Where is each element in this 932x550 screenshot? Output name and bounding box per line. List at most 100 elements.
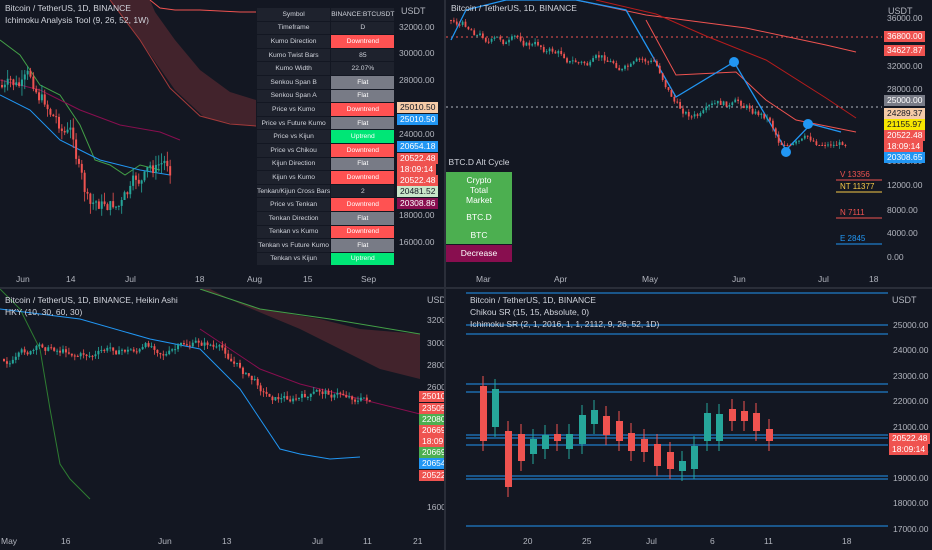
chart-pane-bottom-left[interactable]: Bitcoin / TetherUS, 1D, BINANCE, Heikin …	[0, 289, 444, 550]
candle-body	[763, 113, 766, 119]
candle-body	[824, 145, 826, 146]
candle-body	[121, 349, 123, 351]
candle-body	[502, 39, 505, 45]
candle-body	[149, 165, 152, 168]
row-label: Kumo Width	[255, 61, 332, 76]
candle-body	[49, 109, 52, 115]
time-tick-label: Jul	[125, 274, 136, 284]
tenkan-line	[0, 79, 181, 141]
candle-body	[699, 113, 702, 116]
candle-body	[635, 58, 638, 62]
candle-body	[580, 61, 583, 63]
level-label: E 2845	[840, 234, 866, 243]
time-tick-label: Jul	[646, 536, 657, 546]
candle-body	[333, 394, 336, 398]
candle-body	[545, 51, 548, 53]
candle-body	[685, 111, 687, 114]
candle-body	[79, 353, 82, 357]
price-label: 20522.48	[884, 130, 926, 141]
candle-body	[690, 116, 693, 118]
candle-body	[653, 60, 655, 62]
candle-body	[55, 116, 58, 118]
time-tick-label: 18	[195, 274, 205, 284]
candle-body	[725, 101, 728, 107]
candle-body	[236, 362, 239, 364]
price-tick-label: 18000.00	[893, 498, 929, 508]
row-value: Flat	[330, 74, 396, 90]
candle-body	[227, 353, 230, 359]
candle-body	[525, 42, 528, 46]
kijun-line	[0, 94, 171, 176]
candle-body	[15, 82, 18, 86]
row-label: Price vs Kumo	[255, 102, 332, 117]
price-tick-label: 23000.00	[893, 371, 929, 381]
candle-body	[351, 396, 354, 400]
chart-pane-top-left[interactable]: Bitcoin / TetherUS, 1D, BINANCE Ichimoku…	[0, 0, 444, 287]
candle-body	[23, 349, 26, 353]
time-tick-label: Jun	[732, 274, 746, 284]
price-label: 25010.50	[397, 102, 439, 113]
candle-body	[209, 344, 212, 346]
candle-body	[38, 92, 41, 101]
candle-body	[146, 167, 149, 172]
price-label: 21155.97	[884, 119, 925, 130]
candle-body	[519, 36, 522, 41]
candle-body	[656, 61, 658, 66]
price-axis-bg	[888, 289, 932, 550]
axis-currency[interactable]: USDT	[892, 295, 917, 305]
price-label: 20522.48	[397, 153, 439, 164]
table-row: Kijun vs Kumo Downtrend	[255, 170, 396, 185]
price-tick-label: 32000.00	[887, 61, 923, 71]
candle-body	[241, 367, 244, 374]
candle-body	[163, 160, 166, 164]
candle-body	[47, 347, 50, 351]
candle-body	[300, 393, 303, 398]
indicator-title-ichimoku[interactable]: Ichimoku SR (2, 1, 2016, 1, 1, 2112, 9, …	[470, 319, 660, 329]
candle-body	[606, 60, 609, 62]
chart-pane-top-right[interactable]: Bitcoin / TetherUS, 1D, BINANCE USDT 360…	[446, 0, 932, 287]
candle-body	[786, 145, 789, 146]
price-tick-label: 28000.00	[887, 84, 923, 94]
chart-pane-bottom-right[interactable]: Bitcoin / TetherUS, 1D, BINANCE Chikou S…	[446, 289, 932, 550]
level-label: N 7111	[840, 208, 865, 217]
candle-body	[265, 391, 268, 394]
candle-body	[809, 136, 812, 141]
kumo-cloud	[110, 0, 256, 126]
price-chart-canvas[interactable]	[0, 289, 444, 550]
candle-body	[35, 88, 38, 93]
candle-body	[215, 346, 218, 348]
price-tick-label: 26000.00	[427, 382, 444, 392]
candle-body	[609, 61, 612, 63]
candle-body	[745, 105, 748, 109]
candle-body	[470, 29, 473, 31]
candle-body	[766, 429, 773, 441]
horizontal-divider[interactable]	[0, 287, 932, 289]
axis-currency[interactable]: USDT	[401, 6, 426, 16]
candle-body	[704, 413, 711, 441]
candle-body	[75, 139, 78, 159]
indicator-title-chikou[interactable]: Chikou SR (15, 15, Absolute, 0)	[470, 307, 590, 317]
candle-body	[76, 355, 79, 357]
axis-currency[interactable]: USDT	[888, 6, 913, 16]
candle-body	[106, 204, 109, 210]
candle-body	[141, 347, 144, 350]
price-label: 20654.18	[419, 458, 444, 469]
candle-body	[566, 434, 573, 449]
candle-body	[542, 46, 545, 52]
table-row: Price vs Chikou Downtrend	[255, 142, 396, 158]
table-row: Senkou Span A Flat	[255, 88, 396, 104]
row-label: Price vs Tenkan	[255, 197, 332, 212]
table-row: Tenkan vs Kijun Uptrend	[255, 251, 396, 267]
candle-body	[769, 117, 771, 121]
candle-body	[315, 390, 318, 392]
price-chart-canvas[interactable]	[446, 289, 932, 550]
indicator-title[interactable]: HKY (10, 30, 60, 30)	[5, 307, 83, 317]
price-label: 22080.03	[419, 414, 444, 425]
indicator-title[interactable]: Ichimoku Analysis Tool (9, 26, 52, 1W)	[5, 15, 149, 25]
price-chart-canvas[interactable]	[446, 0, 932, 287]
axis-currency[interactable]: USDT	[427, 295, 444, 305]
candle-body	[152, 165, 155, 174]
row-value: 2	[330, 183, 396, 199]
vertical-divider[interactable]	[444, 0, 446, 550]
candle-body	[832, 144, 835, 146]
